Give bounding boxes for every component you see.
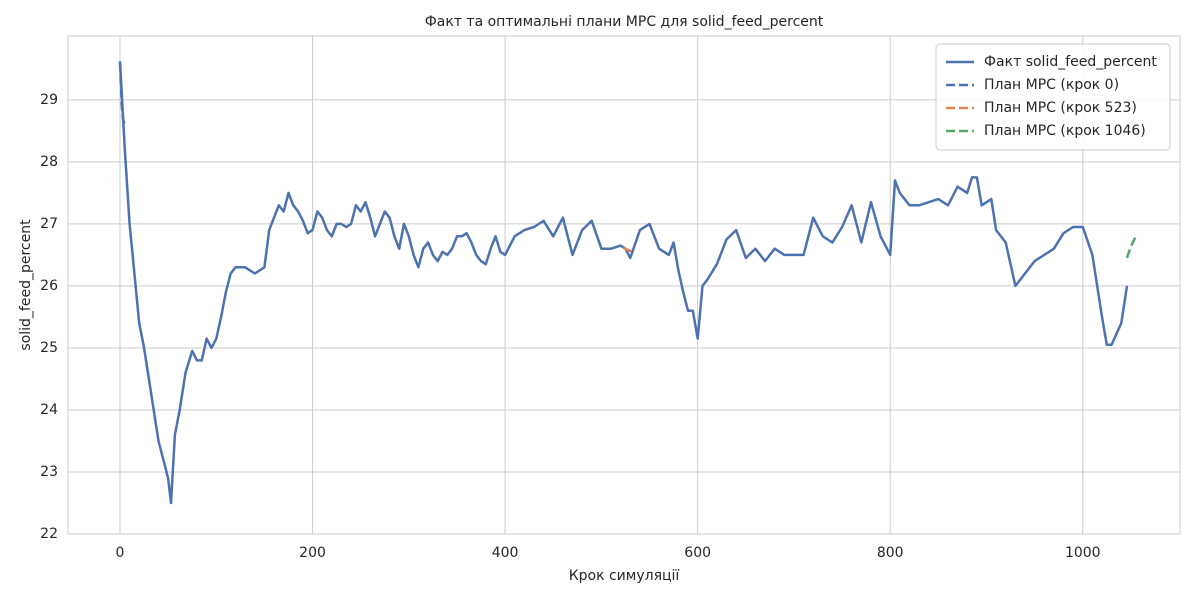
y-tick-label: 29 (40, 92, 58, 108)
series-line (622, 246, 634, 253)
legend-label: План MPC (крок 1046) (984, 123, 1146, 139)
plot-frame (67, 35, 1181, 535)
legend-label: План MPC (крок 0) (984, 77, 1119, 93)
series-line (118, 62, 126, 126)
y-tick-label: 27 (40, 216, 58, 232)
y-tick-label: 24 (40, 402, 58, 418)
x-tick-label: 200 (299, 545, 326, 561)
chart-title: Факт та оптимальні плани MPC для solid_f… (425, 14, 824, 30)
legend: Факт solid_feed_percent План MPC (крок 0)… (935, 43, 1171, 151)
legend-label: План MPC (крок 523) (984, 100, 1137, 116)
y-axis-label: solid_feed_percent (18, 219, 34, 351)
y-tick-label: 26 (40, 278, 58, 294)
x-tick-label: 400 (492, 545, 519, 561)
y-tick-label: 25 (40, 340, 58, 356)
y-tick-label: 22 (40, 526, 58, 542)
y-tick-label: 28 (40, 154, 58, 170)
series-line (1125, 234, 1138, 259)
x-tick-label: 600 (684, 545, 711, 561)
x-axis-label: Крок симуляції (569, 568, 680, 584)
x-tick-label: 800 (877, 545, 904, 561)
y-tick-label: 23 (40, 464, 58, 480)
x-tick-label: 1000 (1065, 545, 1101, 561)
series-line (118, 61, 1129, 505)
legend-label: Факт solid_feed_percent (984, 54, 1157, 70)
x-tick-label: 0 (116, 545, 125, 561)
legend-box (935, 43, 1171, 151)
